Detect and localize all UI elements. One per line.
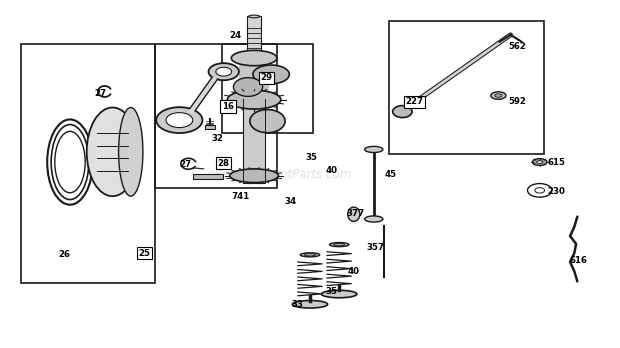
Text: 45: 45 [384,170,396,179]
Text: 40: 40 [348,267,360,276]
Bar [193,174,223,179]
Circle shape [156,107,203,133]
Text: 616: 616 [570,256,588,266]
Text: 40: 40 [326,166,337,175]
Bar [155,45,277,188]
Bar [239,56,269,96]
Ellipse shape [253,65,290,84]
Text: 25: 25 [139,248,151,258]
Text: 227: 227 [405,97,423,106]
Ellipse shape [234,78,263,96]
Text: 16: 16 [222,102,234,111]
Text: 35: 35 [326,287,337,296]
Bar [247,16,262,50]
Ellipse shape [365,147,383,152]
Text: 615: 615 [547,158,565,167]
Text: 741: 741 [231,192,249,201]
Ellipse shape [249,15,260,18]
Text: 32: 32 [211,134,224,143]
Ellipse shape [329,243,349,247]
Text: 26: 26 [58,250,70,259]
Bar [205,125,215,129]
Ellipse shape [348,207,360,221]
Ellipse shape [250,110,285,133]
Text: 35: 35 [305,153,317,162]
Ellipse shape [365,216,383,222]
Text: 230: 230 [547,187,565,196]
Bar [243,98,265,183]
Ellipse shape [495,94,502,97]
Ellipse shape [300,253,320,257]
Bar [389,21,544,153]
Circle shape [166,113,193,128]
Text: 562: 562 [509,42,527,50]
Circle shape [208,63,239,80]
Ellipse shape [334,243,345,246]
Text: 27: 27 [94,89,107,98]
Circle shape [216,67,232,76]
Ellipse shape [293,301,327,308]
Ellipse shape [230,169,278,182]
Ellipse shape [118,108,143,196]
Text: 28: 28 [218,159,230,168]
Ellipse shape [491,92,506,99]
Ellipse shape [87,108,138,196]
Text: 357: 357 [366,243,384,252]
Ellipse shape [537,161,542,164]
Ellipse shape [231,50,277,66]
Text: eReplacementParts.com: eReplacementParts.com [208,167,352,181]
Text: 24: 24 [230,31,242,40]
Ellipse shape [533,159,547,166]
Text: 33: 33 [292,300,304,309]
Bar [222,45,313,133]
Text: 34: 34 [285,197,296,206]
Ellipse shape [392,106,412,118]
Ellipse shape [228,90,281,109]
Ellipse shape [304,254,316,256]
Ellipse shape [322,290,356,298]
Text: 592: 592 [509,97,527,106]
Text: 377: 377 [347,209,365,218]
Text: 29: 29 [260,73,272,82]
Text: 27: 27 [179,160,192,169]
Bar [21,45,155,283]
